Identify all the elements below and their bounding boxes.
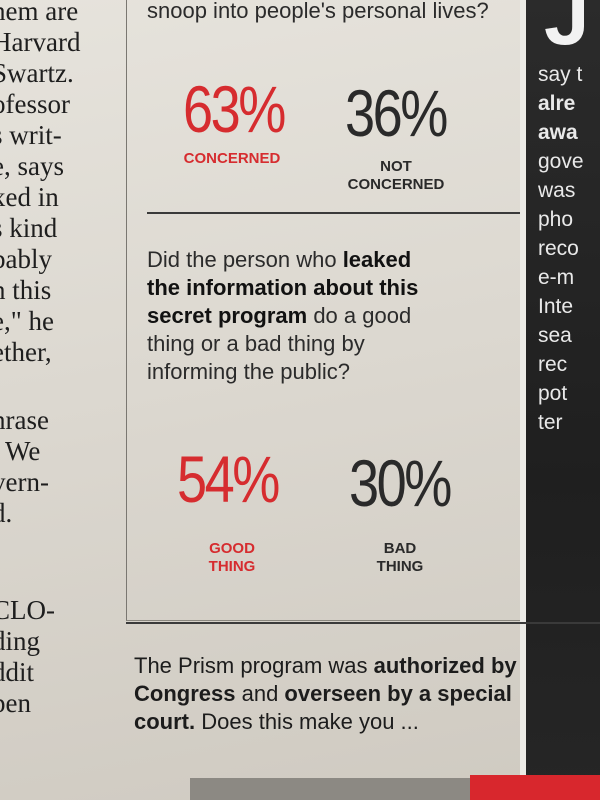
question-emphasis: leaked the information about this secret… [147, 247, 419, 328]
sidebar-line: pho [538, 208, 574, 231]
article-line: pen [0, 688, 31, 718]
stat-bad-thing-value: 30% [349, 446, 452, 520]
sidebar-line: ter [538, 411, 563, 434]
poll-question: snoop into people's personal lives? [147, 0, 489, 23]
label-line: THING [208, 558, 256, 575]
article-line: hem are [0, 0, 79, 26]
article-line: s writ- [0, 120, 62, 150]
question-text: Does this make you ... [195, 709, 419, 734]
drop-initial: J [544, 0, 590, 62]
question-emphasis: authorized by [373, 653, 517, 678]
sidebar-line: sea [538, 324, 572, 347]
sidebar-line: reco [538, 237, 579, 260]
article-line: ofessor [0, 89, 70, 119]
poll-question: Did the person who leaked the informatio… [147, 246, 447, 386]
stat-concerned-value: 63% [183, 72, 286, 146]
sidebar-line: gove [538, 150, 584, 173]
stat-good-thing-label: GOOD THING [177, 540, 287, 576]
poll-box: snoop into people's personal lives? 63% … [126, 0, 542, 621]
article-line: Swartz. [0, 58, 74, 88]
left-article-column: hem are Harvard Swartz. ofessor s writ- … [0, 0, 120, 719]
sidebar-line: alre [538, 92, 576, 115]
article-line: n this [0, 275, 52, 305]
article-line: d. [0, 498, 13, 528]
sidebar-line: pot [538, 382, 568, 405]
question-emphasis: court. [134, 709, 196, 734]
sidebar-line: Inte [538, 295, 574, 318]
article-line: ding [0, 626, 41, 656]
sidebar-line: awa [538, 121, 578, 144]
question-text: and [235, 681, 285, 706]
label-line: BAD [383, 540, 417, 557]
stat-bad-thing-label: BAD THING [345, 540, 455, 576]
question-emphasis: overseen by a special [284, 681, 512, 706]
article-line: . We [0, 436, 41, 466]
divider [147, 212, 542, 214]
stat-not-concerned-label: NOT CONCERNED [341, 158, 451, 194]
sidebar-text: say t alre awa gove was pho reco e-m Int… [538, 60, 600, 437]
sidebar-line: rec [538, 353, 568, 376]
sidebar-panel: J say t alre awa gove was pho reco e-m I… [520, 0, 600, 800]
question-emphasis: Congress [134, 681, 236, 706]
divider [126, 622, 600, 624]
question-text: The Prism program was [134, 653, 374, 678]
answer-bar-red [470, 775, 600, 800]
question-text: do a good thing or a bad thing by inform… [147, 303, 412, 384]
article-line: e," he [0, 306, 54, 336]
article-line: s kind [0, 213, 58, 243]
sidebar-line: e-m [538, 266, 575, 289]
sidebar-line: say t [538, 63, 583, 86]
sidebar-line: was [538, 179, 576, 202]
article-line: hrase [0, 405, 49, 435]
article-line: e, says [0, 151, 64, 181]
label-line: THING [376, 558, 424, 575]
label-line: GOOD [209, 540, 255, 557]
bottom-question: The Prism program was authorized by Cong… [134, 652, 600, 736]
question-text: Did the person who [147, 247, 337, 272]
article-line: vern- [0, 467, 49, 497]
stat-concerned-label: CONCERNED [183, 150, 281, 167]
answer-bar-gray [190, 778, 470, 800]
stat-not-concerned-value: 36% [345, 76, 448, 150]
label-line: CONCERNED [347, 176, 445, 193]
article-line: xed in [0, 182, 59, 212]
article-line: CLO- [0, 595, 55, 625]
article-line: Harvard [0, 27, 81, 57]
article-line: bably [0, 244, 52, 274]
stat-good-thing-value: 54% [177, 442, 280, 516]
article-line: ddit [0, 657, 35, 687]
label-line: NOT [380, 158, 412, 175]
